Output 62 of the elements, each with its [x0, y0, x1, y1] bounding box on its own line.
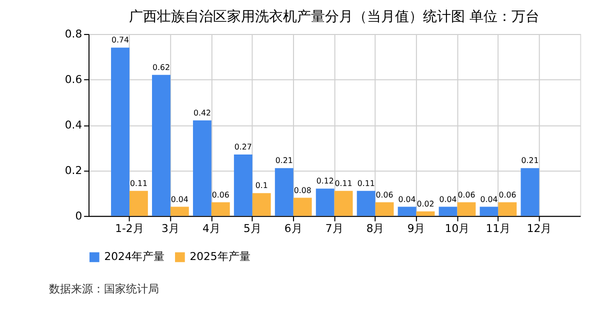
- data-label: 0.21: [521, 156, 539, 166]
- bar: [211, 202, 230, 216]
- data-label: 0.74: [112, 36, 130, 45]
- bar: [111, 48, 130, 216]
- data-label: 0.12: [316, 176, 334, 186]
- bar: [252, 193, 271, 216]
- data-label: 0.62: [152, 63, 170, 72]
- data-label: 0.04: [170, 194, 188, 204]
- x-tick-label: 8月: [366, 222, 384, 236]
- bar: [398, 206, 416, 216]
- bar: [293, 198, 312, 216]
- x-tick-label: 3月: [162, 222, 180, 236]
- legend-label: 2024年产量: [104, 250, 165, 264]
- data-label: 0.27: [234, 142, 252, 152]
- data-label: 0.04: [439, 194, 457, 204]
- data-label: 0.11: [130, 178, 148, 188]
- bar: [356, 190, 376, 216]
- legend-label: 2025年产量: [190, 250, 250, 264]
- data-label: 0.06: [212, 190, 230, 200]
- data-label: 0.1: [255, 181, 268, 190]
- x-tick-label: 5月: [243, 222, 262, 236]
- bar: [274, 168, 294, 216]
- data-label: 0.11: [334, 178, 352, 188]
- data-label: 0.08: [294, 186, 312, 195]
- bar: [234, 154, 252, 216]
- bar: [334, 190, 353, 216]
- bar: [170, 206, 189, 216]
- data-label: 0.42: [193, 108, 211, 118]
- x-tick-label: 6月: [284, 222, 302, 236]
- bar: [438, 206, 458, 216]
- data-label: 0.02: [416, 199, 434, 208]
- x-tick-label: 1-2月: [115, 222, 144, 236]
- y-tick-label: 0: [75, 209, 82, 222]
- bar: [192, 120, 212, 216]
- data-label: 0.06: [376, 190, 394, 200]
- bar: [416, 211, 435, 216]
- bar: [480, 206, 498, 216]
- x-tick-label: 4月: [202, 222, 220, 236]
- x-tick-label: 7月: [325, 222, 344, 236]
- bar: [375, 202, 394, 216]
- data-label: 0.11: [357, 178, 375, 188]
- chart-title: 广西壮族自治区家用洗衣机产量分月（当月值）统计图 单位：万台: [129, 9, 540, 26]
- x-tick-label: 9月: [407, 222, 426, 236]
- data-label: 0.06: [498, 190, 516, 200]
- bar: [129, 190, 148, 216]
- bar: [498, 202, 517, 216]
- bar: [316, 188, 334, 216]
- data-label: 0.04: [480, 194, 498, 204]
- source-note: 数据来源：国家统计局: [49, 282, 160, 296]
- y-tick-label: 0.8: [64, 27, 82, 40]
- data-label: 0.21: [275, 156, 293, 166]
- bar: [152, 74, 170, 216]
- x-tick-label: 11月: [486, 222, 511, 236]
- x-tick-label: 10月: [444, 222, 470, 236]
- x-tick-label: 12月: [526, 222, 552, 236]
- bar: [457, 202, 476, 216]
- y-tick-label: 0.4: [64, 118, 82, 132]
- bar: [520, 168, 540, 216]
- data-label: 0.06: [458, 190, 476, 200]
- y-tick-label: 0.2: [64, 164, 82, 177]
- y-tick-label: 0.6: [64, 72, 82, 86]
- data-label: 0.04: [398, 194, 416, 204]
